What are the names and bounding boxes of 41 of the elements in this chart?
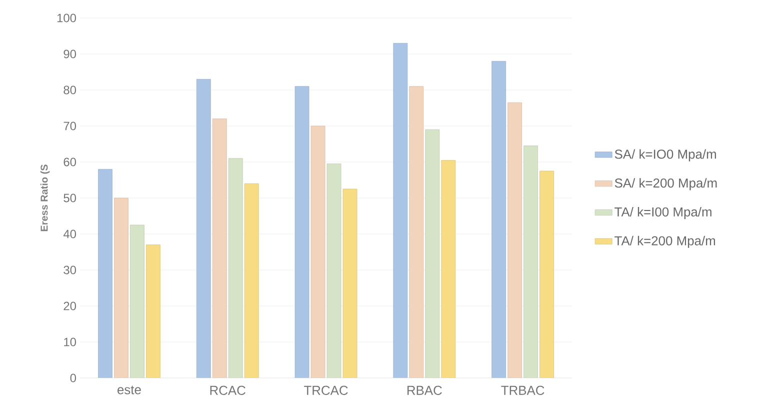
x-tick-label: RCAC <box>210 386 246 395</box>
y-tick-label: 40 <box>63 230 76 238</box>
bar <box>409 86 424 378</box>
bar <box>508 102 522 378</box>
y-tick-label: 0 <box>70 374 76 382</box>
bar <box>425 129 440 378</box>
x-tick-label: TRCAC <box>304 386 348 395</box>
bar <box>310 126 326 378</box>
bar <box>98 169 112 378</box>
bar <box>342 188 358 378</box>
y-tick-label: 60 <box>64 158 76 166</box>
y-tick-label: 80 <box>64 86 76 94</box>
y-tick-label: 70 <box>64 122 76 130</box>
y-axis-title: Eress Ratio (S <box>40 164 50 232</box>
legend-label: TA/ k=200 Mpa/m <box>614 236 716 248</box>
bar <box>393 42 408 378</box>
bar <box>441 160 456 378</box>
y-tick-label: 100 <box>57 14 76 22</box>
bar <box>326 164 342 378</box>
y-tick-label: 10 <box>64 338 76 346</box>
bar <box>524 146 538 378</box>
x-tick-label: este <box>118 386 141 394</box>
bar <box>212 118 227 378</box>
legend-label: SA/ k=IO0 Mpa/m <box>614 149 716 162</box>
y-tick-label: 20 <box>64 302 76 310</box>
x-tick-label: RBAC <box>407 386 442 395</box>
bar <box>294 86 310 378</box>
y-tick-label: 50 <box>64 194 76 202</box>
x-tick-label: TRBAC <box>501 386 544 395</box>
bar <box>540 170 554 378</box>
bar <box>196 78 211 378</box>
bar <box>244 183 259 378</box>
y-tick-label: 30 <box>64 266 76 274</box>
bar <box>146 244 160 378</box>
bar <box>114 198 128 378</box>
legend-label: SA/ k=200 Mpa/m <box>614 178 717 190</box>
y-tick-label: 90 <box>64 50 76 58</box>
bar <box>492 60 506 378</box>
legend-label: TA/ k=I00 Mpa/m <box>614 206 712 220</box>
bar <box>130 224 144 378</box>
bar <box>228 158 243 378</box>
